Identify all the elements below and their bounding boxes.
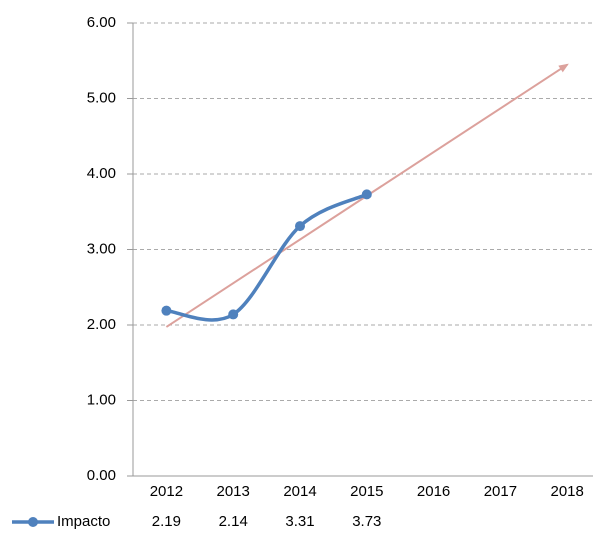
marker bbox=[228, 309, 239, 320]
table-value: 3.73 bbox=[352, 513, 381, 530]
table-value: 2.14 bbox=[219, 513, 248, 530]
table-value: 2.19 bbox=[152, 513, 181, 530]
y-tick-label: 2.00 bbox=[87, 316, 116, 333]
x-tick-label: 2018 bbox=[551, 483, 584, 500]
marker bbox=[161, 305, 172, 316]
y-tick-label: 4.00 bbox=[87, 165, 116, 182]
x-tick-label: 2016 bbox=[417, 483, 450, 500]
y-tick-label: 1.00 bbox=[87, 391, 116, 408]
marker bbox=[295, 221, 305, 232]
y-tick-label: 6.00 bbox=[87, 14, 116, 31]
legend-label: Impacto bbox=[57, 513, 110, 530]
x-tick-label: 2012 bbox=[150, 483, 183, 500]
y-tick-label: 3.00 bbox=[87, 240, 116, 257]
x-tick-label: 2015 bbox=[350, 483, 383, 500]
table-value: 3.31 bbox=[285, 513, 314, 530]
x-tick-label: 2014 bbox=[283, 483, 316, 500]
x-tick-label: 2013 bbox=[217, 483, 250, 500]
y-tick-label: 5.00 bbox=[87, 89, 116, 106]
x-tick-label: 2017 bbox=[484, 483, 517, 500]
legend-marker bbox=[28, 517, 38, 527]
series-line bbox=[166, 192, 368, 322]
y-tick-label: 0.00 bbox=[87, 467, 116, 484]
marker bbox=[361, 189, 372, 200]
